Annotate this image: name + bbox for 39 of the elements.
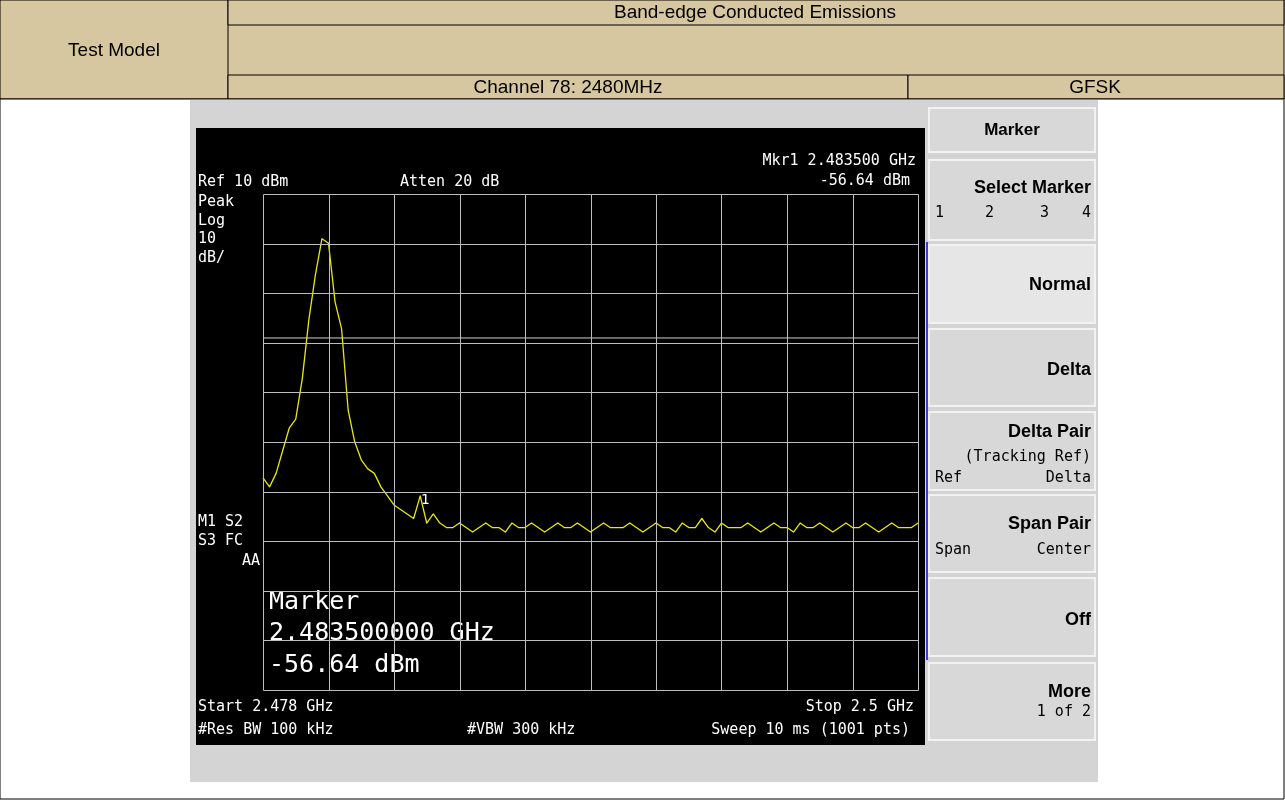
text: Ref 10 dBm <box>198 172 289 190</box>
text: 4 <box>1081 203 1091 221</box>
text: Delta <box>1046 359 1092 379</box>
text: 3 <box>1040 203 1050 221</box>
text: Start 2.478 GHz <box>198 697 334 715</box>
text: Delta <box>1045 468 1091 486</box>
text: #VBW 300 kHz <box>467 720 576 738</box>
text: Marker <box>984 120 1041 139</box>
text: dB/ <box>198 248 226 266</box>
text: Test Model <box>68 39 160 60</box>
text: Peak <box>198 192 235 210</box>
text: Ref <box>935 468 963 486</box>
text: (Tracking Ref) <box>964 447 1091 465</box>
text: Log <box>198 211 226 229</box>
text: Stop 2.5 GHz <box>805 697 914 715</box>
text: Delta Pair <box>1007 421 1091 441</box>
text: Normal <box>1028 274 1091 294</box>
text: Sweep 10 ms (1001 pts) <box>711 720 910 738</box>
text: Channel 78: 2480MHz <box>473 76 663 97</box>
chart-title: Band-edge Conducted Emissions <box>613 1 897 22</box>
text: Mkr1 2.483500 GHz <box>762 151 916 169</box>
text: 1 <box>935 203 945 221</box>
text: Span Pair <box>1007 513 1091 533</box>
text: Span <box>935 540 972 558</box>
text: Atten 20 dB <box>400 172 500 190</box>
text: 1 of 2 <box>1036 702 1091 720</box>
text: S3 FC <box>198 531 244 549</box>
text: Off <box>1065 609 1092 629</box>
text: Select Marker <box>973 177 1091 197</box>
text: AA <box>241 551 260 569</box>
text: 10 <box>198 229 217 247</box>
text: -56.64 dBm <box>819 171 910 189</box>
text: #Res BW 100 kHz <box>198 720 334 738</box>
text: GFSK <box>1069 76 1122 97</box>
annotation: 1 <box>421 491 430 507</box>
text: 2 <box>985 203 995 221</box>
text: More <box>1047 681 1091 701</box>
text: Center <box>1036 540 1091 558</box>
text: M1 S2 <box>198 512 244 530</box>
